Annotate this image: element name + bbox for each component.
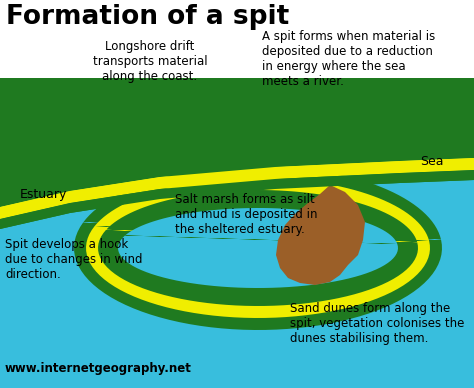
Text: Longshore drift
transports material
along the coast.: Longshore drift transports material alon… bbox=[93, 40, 207, 83]
Polygon shape bbox=[0, 0, 474, 78]
Text: A spit forms when material is
deposited due to a reduction
in energy where the s: A spit forms when material is deposited … bbox=[262, 30, 435, 88]
Polygon shape bbox=[86, 178, 430, 318]
Polygon shape bbox=[0, 158, 474, 219]
Polygon shape bbox=[276, 185, 365, 285]
Text: Spit develops a hook
due to changes in wind
direction.: Spit develops a hook due to changes in w… bbox=[5, 238, 143, 281]
Polygon shape bbox=[74, 166, 442, 330]
Polygon shape bbox=[0, 78, 474, 207]
Text: Sand dunes form along the
spit, vegetation colonises the
dunes stabilising them.: Sand dunes form along the spit, vegetati… bbox=[290, 302, 465, 345]
Text: Formation of a spit: Formation of a spit bbox=[6, 4, 289, 30]
Text: Sea: Sea bbox=[420, 155, 444, 168]
Text: Salt marsh forms as silt
and mud is deposited in
the sheltered estuary.: Salt marsh forms as silt and mud is depo… bbox=[175, 193, 318, 236]
Polygon shape bbox=[0, 170, 474, 229]
Text: Estuary: Estuary bbox=[20, 188, 67, 201]
Polygon shape bbox=[0, 78, 474, 207]
Polygon shape bbox=[0, 78, 474, 388]
Polygon shape bbox=[98, 190, 418, 306]
Polygon shape bbox=[0, 158, 474, 219]
Polygon shape bbox=[118, 208, 398, 288]
Polygon shape bbox=[0, 170, 474, 229]
Text: www.internetgeography.net: www.internetgeography.net bbox=[5, 362, 192, 375]
